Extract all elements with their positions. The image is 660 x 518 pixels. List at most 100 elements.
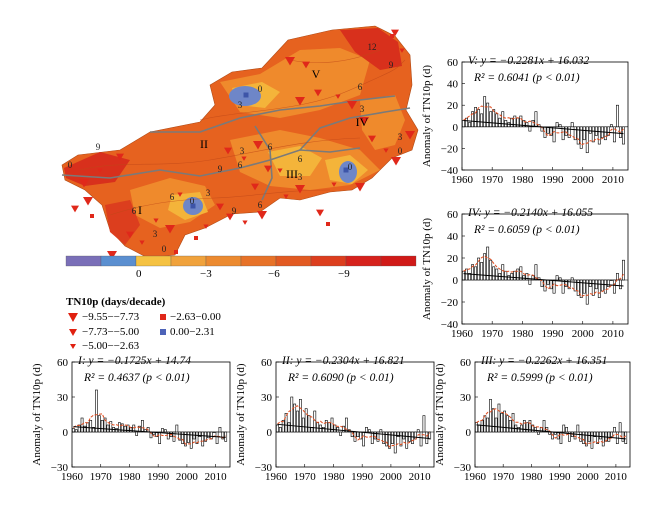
medium-red-triangle-icon <box>69 328 77 336</box>
bar <box>534 427 537 433</box>
bar <box>552 279 556 294</box>
y-tick-label: 60 <box>447 209 459 221</box>
contour-label: 9 <box>389 60 394 70</box>
bar <box>519 115 523 128</box>
contour-line <box>109 189 331 216</box>
contour-label: 6 <box>298 154 303 164</box>
region-label: IV <box>356 115 369 129</box>
bar <box>567 279 571 290</box>
contour-label: 0 <box>348 162 353 172</box>
bar <box>109 421 113 433</box>
colorbar-segment <box>345 255 382 267</box>
legend-title: TN10p (days/decade) <box>66 296 166 308</box>
y-tick-label: 40 <box>447 79 459 91</box>
station-triangle <box>383 148 389 153</box>
bar <box>597 126 601 145</box>
contour-label: 0 <box>68 160 73 170</box>
bar <box>558 124 562 128</box>
bar <box>510 117 514 128</box>
contour-label: 3 <box>360 104 365 114</box>
bar <box>465 268 468 281</box>
contour-label: 0 <box>190 196 195 206</box>
bar <box>525 422 529 433</box>
station-triangle <box>216 203 224 211</box>
bar <box>528 279 532 285</box>
bar <box>379 429 383 433</box>
large-red-triangle-icon <box>68 312 78 322</box>
bar <box>573 279 577 292</box>
station-triangle <box>241 156 247 161</box>
y-axis-label: Anomaly of TN10p (d) <box>235 363 247 465</box>
y-tick-label: −20 <box>441 143 459 155</box>
bar <box>345 417 348 433</box>
x-tick-label: 1990 <box>542 174 565 186</box>
bar <box>513 270 517 281</box>
bar <box>103 417 107 433</box>
legend-label: 0.00−2.31 <box>170 326 215 338</box>
bar <box>528 420 532 433</box>
bar <box>480 113 484 128</box>
bar <box>559 431 563 444</box>
bar <box>477 257 481 281</box>
bar <box>486 417 490 433</box>
station-triangle <box>355 183 365 192</box>
x-tick-label: 2000 <box>572 328 595 340</box>
smoothed-line <box>476 408 627 445</box>
bar <box>489 399 492 433</box>
station-square-blue <box>243 92 249 98</box>
bar <box>195 431 199 444</box>
region-label: I <box>138 203 142 217</box>
bar <box>503 410 506 433</box>
x-tick-label: 2000 <box>572 174 595 186</box>
y-axis-label: Anomaly of TN10p (d) <box>434 363 446 465</box>
bar <box>462 120 465 128</box>
station-triangle <box>203 224 209 229</box>
bar <box>507 275 511 281</box>
bar <box>221 431 225 440</box>
bar <box>416 429 420 433</box>
bar <box>301 417 305 433</box>
colorbar-segment <box>170 255 207 267</box>
trend-line <box>73 426 226 438</box>
x-tick-label: 1990 <box>351 471 374 483</box>
r-squared: R² = 0.4637 (p < 0.01) <box>83 372 190 384</box>
bar <box>522 120 526 128</box>
colorbar-segment <box>240 255 277 267</box>
contour-label: 6 <box>258 200 263 210</box>
bar <box>475 422 478 433</box>
station-triangle <box>224 147 232 155</box>
bar <box>491 408 495 433</box>
bar <box>480 262 484 281</box>
bar <box>224 431 228 442</box>
station-triangle <box>399 48 405 53</box>
map-zone-red <box>340 28 402 70</box>
y-tick-label: −40 <box>441 319 459 331</box>
blue-square-icon <box>160 329 166 335</box>
station-square-blue <box>190 203 196 209</box>
bar <box>546 126 550 134</box>
bar <box>126 424 130 433</box>
bar <box>590 431 594 449</box>
bar <box>89 420 93 433</box>
y-tick-label: 60 <box>460 357 472 369</box>
bar <box>330 417 334 433</box>
bar <box>198 431 202 437</box>
bar <box>609 124 613 128</box>
bar <box>468 273 471 281</box>
y-tick-label: 40 <box>447 231 459 243</box>
station-triangle <box>316 209 324 217</box>
bar <box>80 417 84 433</box>
station-triangle <box>251 183 259 191</box>
station-triangle <box>71 205 79 213</box>
colorbar-segment <box>205 255 242 267</box>
y-tick-label: 60 <box>447 57 459 69</box>
r-squared: R² = 0.6041 (p < 0.01) <box>473 72 580 84</box>
bar <box>612 279 616 294</box>
y-axis-label: Anomaly of TN10p (d) <box>421 65 433 167</box>
legend-item-large-triangle: −9.55−−7.73 <box>68 311 139 323</box>
x-tick-label: 2010 <box>602 328 625 340</box>
trend-line <box>463 120 624 135</box>
bar <box>573 126 577 141</box>
